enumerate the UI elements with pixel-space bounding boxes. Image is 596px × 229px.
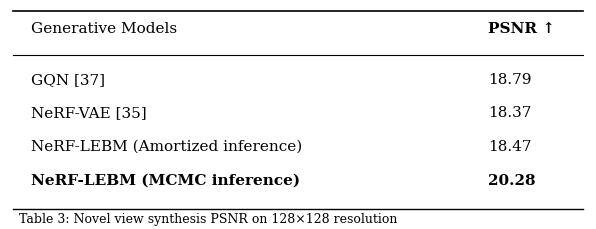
Text: GQN [37]: GQN [37] <box>31 72 105 86</box>
Text: Table 3: Novel view synthesis PSNR on 128×128 resolution: Table 3: Novel view synthesis PSNR on 12… <box>19 213 398 225</box>
Text: NeRF-LEBM (Amortized inference): NeRF-LEBM (Amortized inference) <box>31 139 302 153</box>
Text: PSNR ↑: PSNR ↑ <box>488 22 555 35</box>
Text: 18.79: 18.79 <box>488 72 531 86</box>
Text: 18.47: 18.47 <box>488 139 531 153</box>
Text: 18.37: 18.37 <box>488 106 531 120</box>
Text: Generative Models: Generative Models <box>31 22 177 35</box>
Text: 20.28: 20.28 <box>488 173 535 187</box>
Text: NeRF-LEBM (MCMC inference): NeRF-LEBM (MCMC inference) <box>31 173 300 187</box>
Text: NeRF-VAE [35]: NeRF-VAE [35] <box>31 106 147 120</box>
